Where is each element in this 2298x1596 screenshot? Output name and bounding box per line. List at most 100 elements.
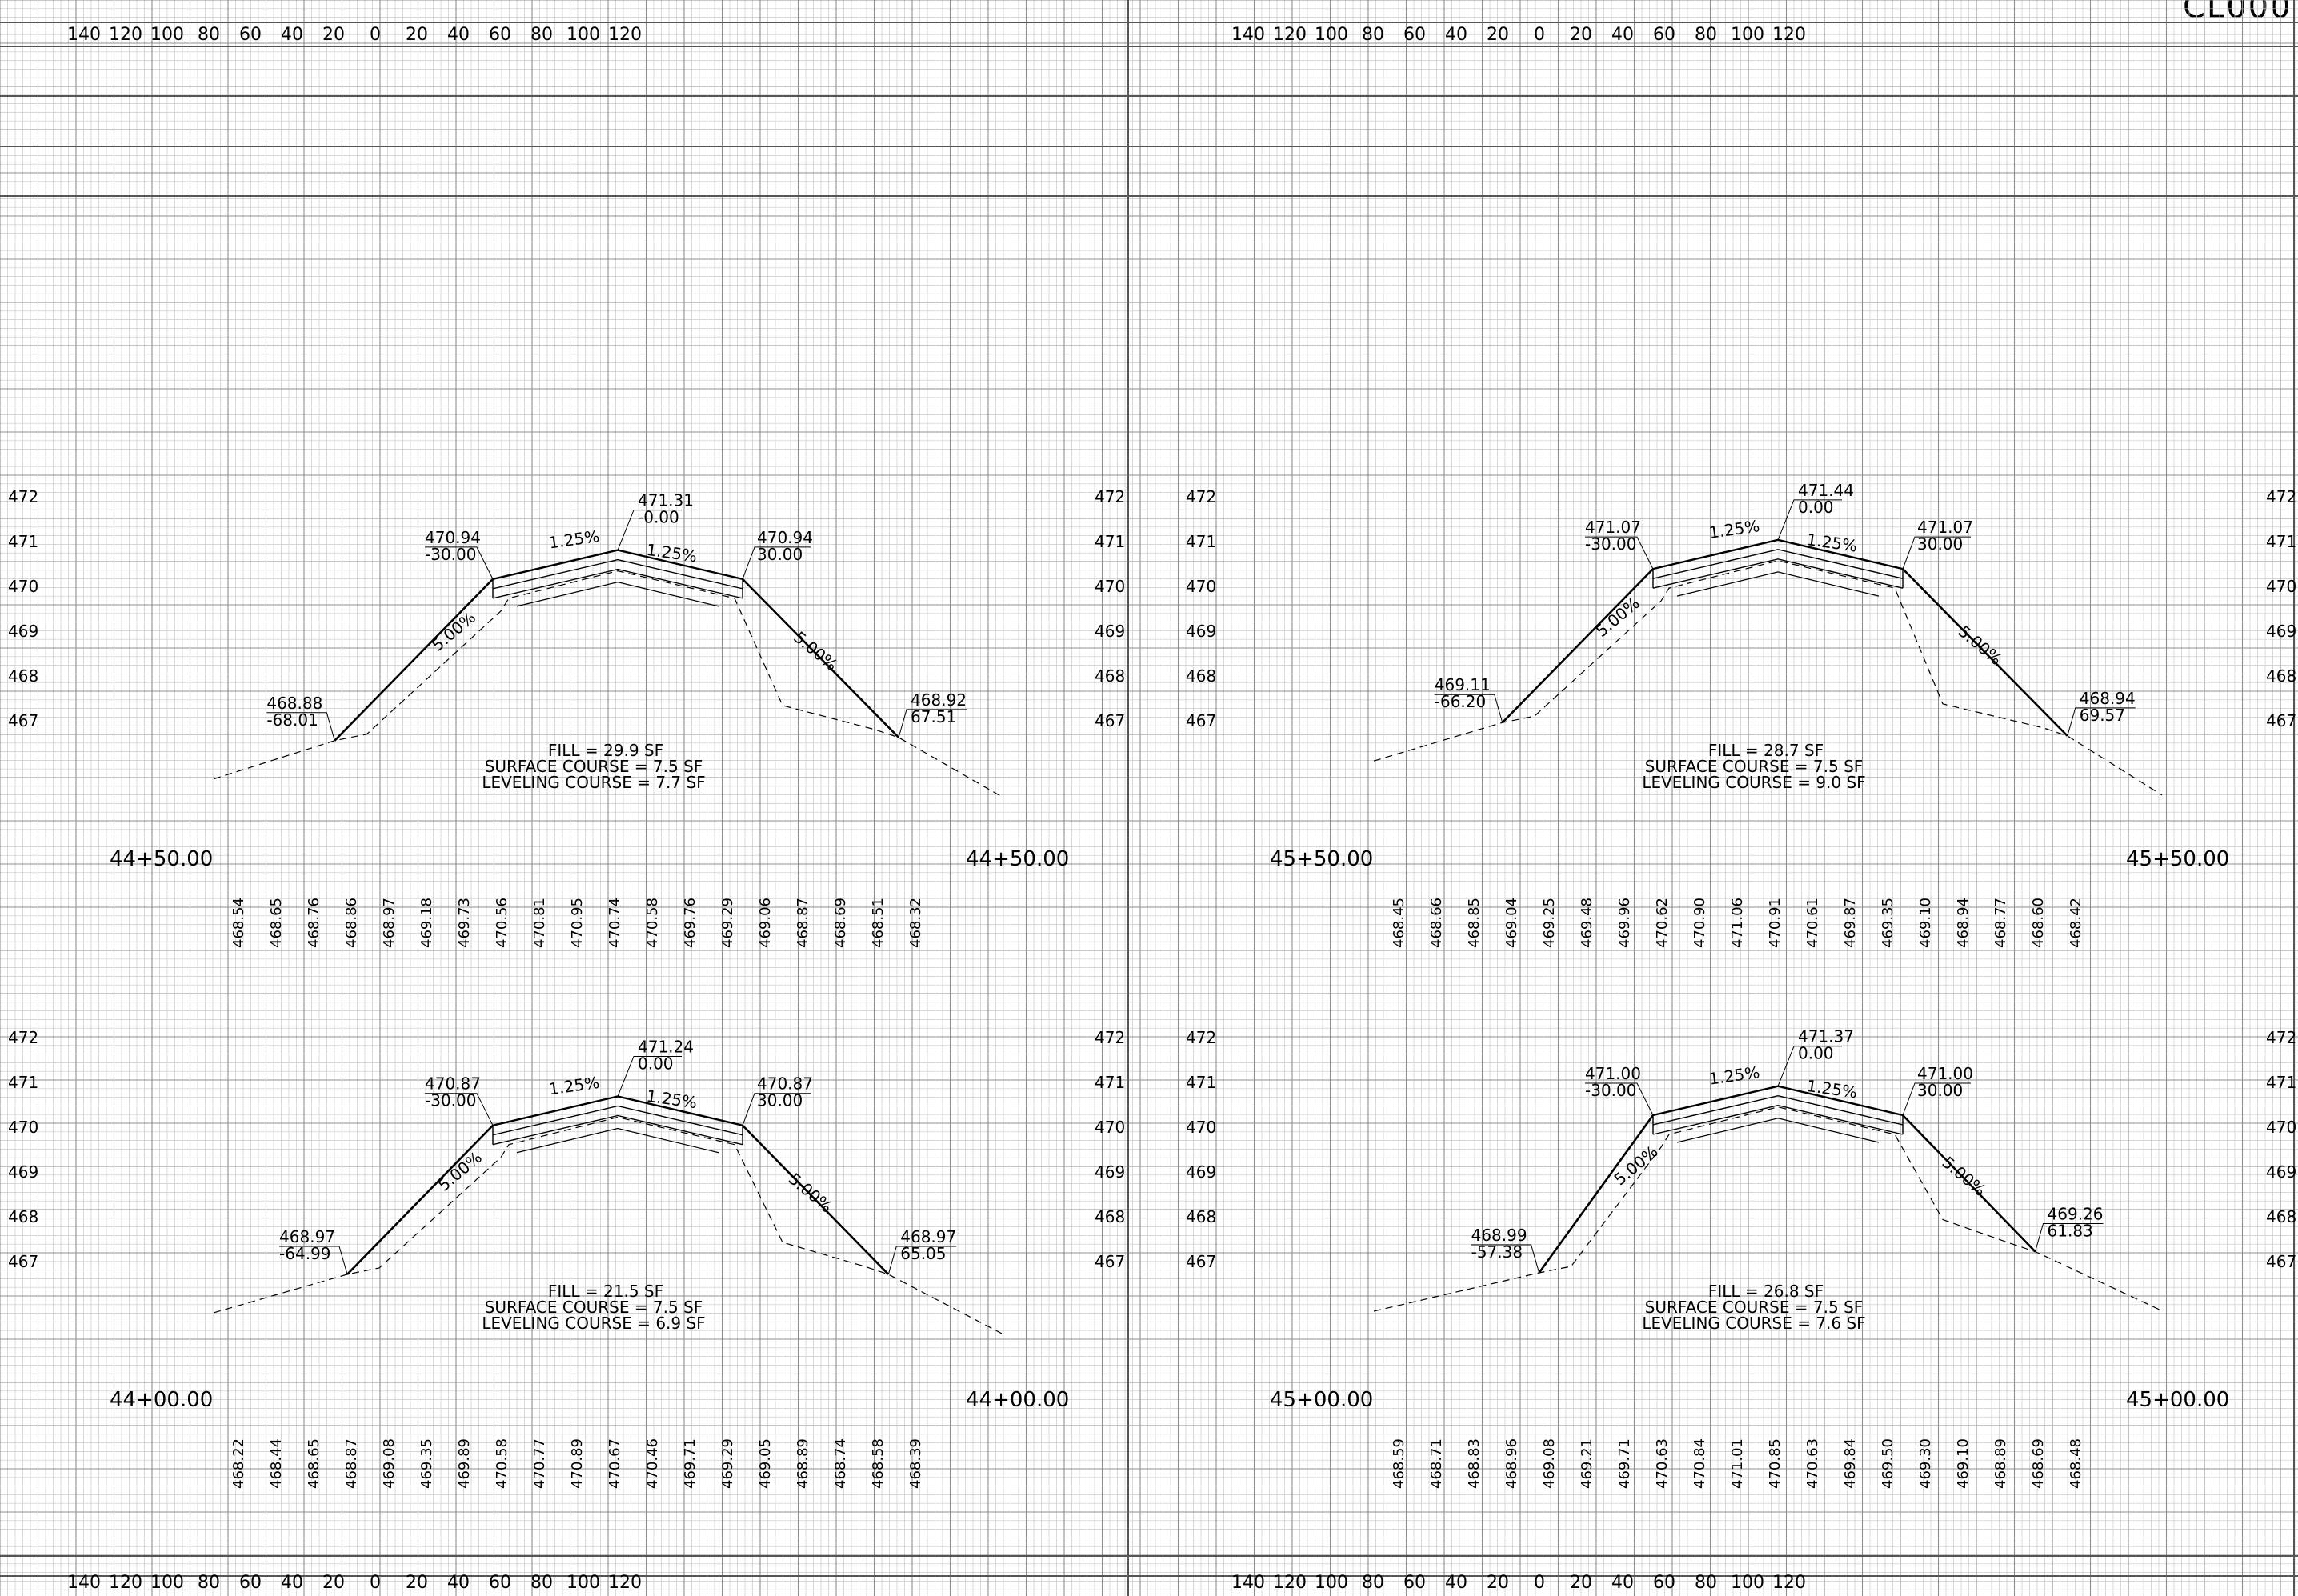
- elev-label-m1-0-2: 470: [1095, 577, 1125, 596]
- left-toe-elevation: 469.11: [1435, 675, 1491, 694]
- ground-elevation-10: 470.91: [1767, 898, 1784, 948]
- ground-elevation-9: 470.89: [569, 1438, 586, 1489]
- ground-elevation-17: 468.51: [870, 898, 887, 948]
- ground-elevation-12: 469.87: [1842, 898, 1859, 948]
- finish-grade-line: [492, 549, 743, 581]
- ground-elevation-6: 469.89: [456, 1438, 473, 1489]
- ground-elevation-14: 469.30: [1917, 1438, 1934, 1489]
- ground-elevation-15: 468.87: [795, 898, 811, 948]
- elev-label-l-0-1: 471: [8, 532, 38, 551]
- ground-elevation-2: 468.85: [1466, 898, 1483, 948]
- left-side-slope-label: 5.00%: [434, 1147, 486, 1194]
- offset-label-top-right-3: 80: [1362, 25, 1384, 45]
- right-edge-offset: 30.00: [1917, 1081, 1963, 1100]
- existing-ground-line: [213, 570, 1003, 798]
- ground-elevation-6: 469.71: [1616, 1438, 1633, 1489]
- elev-label-r-1-4: 468: [2266, 1207, 2296, 1226]
- ground-elevation-9: 471.01: [1729, 1438, 1746, 1489]
- elev-label-l-1-0: 472: [8, 1028, 38, 1047]
- offset-label-top-left-11: 80: [530, 25, 553, 45]
- elev-label-r-0-1: 471: [2266, 532, 2296, 551]
- offset-label-bottom-left-13: 120: [608, 1573, 642, 1593]
- ground-elevation-11: 470.63: [1804, 1438, 1821, 1489]
- ground-elevation-8: 470.81: [531, 898, 548, 948]
- ground-elevation-4: 469.08: [381, 1438, 398, 1489]
- surface-course-quantity: SURFACE COURSE = 7.5 SF: [1645, 1298, 1864, 1317]
- right-edge-offset: 30.00: [1917, 534, 1963, 554]
- left-toe-offset: -57.38: [1471, 1242, 1523, 1262]
- ground-elevation-9: 471.06: [1729, 898, 1746, 948]
- offset-label-top-left-12: 100: [566, 25, 600, 45]
- offset-label-top-left-1: 120: [109, 25, 142, 45]
- right-toe-elevation: 468.94: [2080, 689, 2136, 708]
- elev-label-m1-1-1: 471: [1095, 1073, 1125, 1092]
- ground-elevation-7: 470.62: [1654, 898, 1671, 948]
- ground-elevation-0: 468.45: [1391, 898, 1407, 948]
- offset-label-top-left-8: 20: [406, 25, 428, 45]
- ground-elevation-7: 470.58: [494, 1438, 510, 1489]
- offset-label-top-right-1: 120: [1273, 25, 1307, 45]
- station-label-left: 45+00.00: [1270, 1388, 1373, 1412]
- right-edge-elevation: 471.07: [1917, 518, 1973, 537]
- elev-label-m2-0-5: 467: [1186, 711, 1216, 730]
- centerline-leader: [617, 1055, 682, 1097]
- ground-elevation-4: 468.97: [381, 898, 398, 948]
- edge-ticks: [492, 578, 743, 598]
- elev-label-r-0-4: 468: [2266, 666, 2296, 686]
- left-edge-elevation: 470.87: [425, 1074, 481, 1094]
- offset-label-bottom-right-0: 140: [1231, 1573, 1265, 1593]
- ground-elevation-13: 469.35: [1880, 898, 1896, 948]
- ground-elevation-3: 468.87: [343, 1438, 360, 1489]
- offset-label-bottom-right-9: 40: [1611, 1573, 1634, 1593]
- ground-elevation-6: 469.73: [456, 898, 473, 948]
- offset-label-top-right-13: 120: [1772, 25, 1806, 45]
- finish-grade-line: [492, 1095, 743, 1126]
- right-toe-elevation: 469.26: [2048, 1205, 2104, 1224]
- left-edge-elevation: 470.94: [425, 528, 481, 547]
- ground-elevation-3: 468.96: [1503, 1438, 1520, 1489]
- left-edge-leader: [425, 546, 494, 580]
- ground-elevation-10: 470.74: [607, 898, 623, 948]
- centerline-leader: [617, 510, 682, 550]
- elev-label-m1-0-5: 467: [1095, 711, 1125, 730]
- left-toe-offset: -66.20: [1435, 692, 1486, 711]
- elev-label-l-1-5: 467: [8, 1252, 38, 1271]
- offset-label-bottom-left-9: 40: [447, 1573, 470, 1593]
- leveling-course-line: [1652, 558, 1904, 589]
- elev-label-m1-0-3: 469: [1095, 622, 1125, 641]
- base-line: [1676, 1118, 1880, 1143]
- right-side-slope-label: 5.00%: [1955, 622, 2006, 669]
- offset-label-top-left-13: 120: [608, 25, 642, 45]
- offset-label-bottom-right-10: 60: [1653, 1573, 1675, 1593]
- elev-label-m2-1-0: 472: [1186, 1028, 1216, 1047]
- left-edge-leader: [425, 1093, 494, 1126]
- right-side-slope-line: [742, 1124, 890, 1275]
- centerline-elevation: 471.31: [638, 491, 694, 510]
- ground-elevation-7: 470.63: [1654, 1438, 1671, 1489]
- left-edge-offset: -30.00: [1585, 534, 1636, 554]
- offset-label-bottom-right-8: 20: [1570, 1573, 1592, 1593]
- offset-label-bottom-right-3: 80: [1362, 1573, 1384, 1593]
- left-cross-slope-label: 1.25%: [1707, 1062, 1760, 1089]
- elev-label-m2-0-3: 469: [1186, 622, 1216, 641]
- right-edge-leader: [1902, 536, 1971, 570]
- elev-label-l-0-5: 467: [8, 711, 38, 730]
- ground-elevation-10: 470.85: [1767, 1438, 1784, 1489]
- offset-label-bottom-right-13: 120: [1772, 1573, 1806, 1593]
- surface-course-line: [1652, 1095, 1904, 1126]
- elev-label-m2-0-0: 472: [1186, 487, 1216, 506]
- elev-label-l-0-2: 470: [8, 577, 38, 596]
- offset-label-top-left-4: 60: [239, 25, 262, 45]
- offset-label-top-left-7: 0: [370, 25, 381, 45]
- offset-label-bottom-right-2: 100: [1315, 1573, 1348, 1593]
- centerline-offset: -0.00: [638, 508, 679, 527]
- ground-elevation-3: 469.04: [1503, 898, 1520, 948]
- right-edge-offset: 30.00: [757, 545, 803, 564]
- ground-elevation-7: 470.56: [494, 898, 510, 948]
- station-label-right: 44+00.00: [966, 1388, 1069, 1412]
- offset-label-top-right-9: 40: [1611, 25, 1634, 45]
- left-side-slope-line: [1538, 1114, 1655, 1274]
